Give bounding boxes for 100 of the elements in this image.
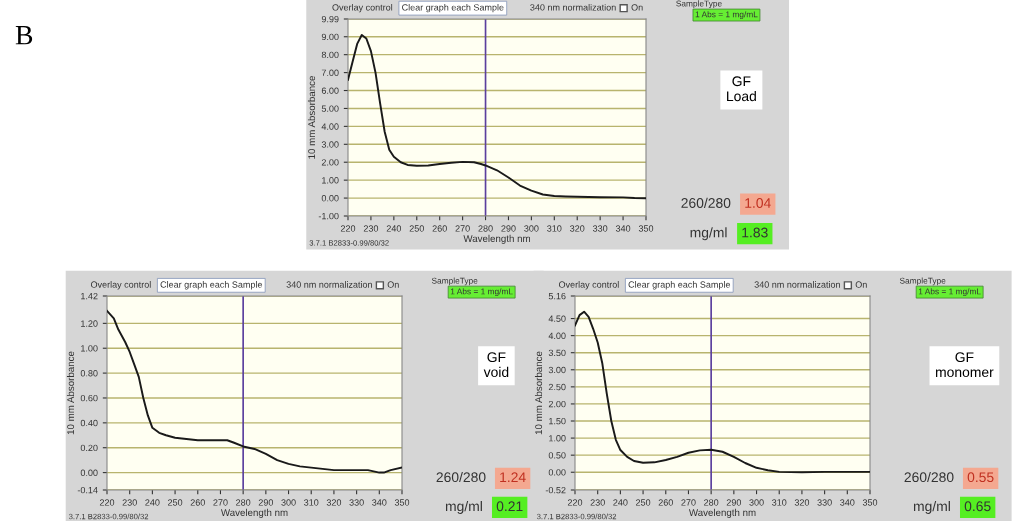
y-tick-label: 8.00 xyxy=(321,51,339,59)
x-tick-label: 240 xyxy=(613,499,628,506)
y-tick-label: 1.00 xyxy=(549,435,566,442)
y-tick-label: 0.50 xyxy=(548,452,566,459)
y-tick-label: 1.42 xyxy=(81,292,98,300)
x-tick-label: 300 xyxy=(281,499,296,506)
x-tick-label: 270 xyxy=(681,499,696,506)
x-tick-label: 260 xyxy=(658,499,673,506)
text: 1.83 xyxy=(742,227,768,238)
x-tick-label: 330 xyxy=(592,225,608,232)
x-tick-label: 220 xyxy=(99,499,115,506)
x-tick-label: 290 xyxy=(258,499,274,506)
text: 1 Abs = 1 mg/mL xyxy=(695,11,758,19)
line-series xyxy=(575,310,870,474)
x-tick-label: 320 xyxy=(794,499,810,506)
text: 340 nm normalization xyxy=(530,3,616,11)
x-tick-label: 230 xyxy=(122,499,137,506)
y-tick-label: 2.00 xyxy=(548,400,566,408)
text: 1 Abs = 1 mg/mL xyxy=(918,288,981,296)
y-tick-label: 2.50 xyxy=(548,383,566,391)
x-axis-title: Wavelength nm xyxy=(463,234,530,244)
x-tick-label: 240 xyxy=(145,499,160,506)
x-tick-label: 260 xyxy=(190,499,205,506)
x-tick-label: 330 xyxy=(349,499,364,506)
text: 260/280 xyxy=(904,471,954,483)
y-tick-label: 6.00 xyxy=(321,87,339,94)
text: SampleType xyxy=(431,277,478,286)
y-tick-label: 4.00 xyxy=(321,123,339,130)
text: GF void xyxy=(483,352,509,378)
x-tick-label: 330 xyxy=(817,499,832,506)
y-tick-label: 2.00 xyxy=(321,159,339,166)
y-tick-label: 3.00 xyxy=(321,141,339,148)
y-tick-label: 7.00 xyxy=(321,69,339,76)
x-tick-label: 220 xyxy=(340,225,356,232)
text: Clear graph each Sample xyxy=(402,3,504,13)
x-tick-label: 240 xyxy=(386,225,402,232)
text: mg/ml xyxy=(913,500,950,514)
y-axis-title: 10 mm Absorbance xyxy=(307,76,316,159)
x-tick-label: 280 xyxy=(478,225,493,232)
text: mg/ml xyxy=(445,500,482,514)
text: Overlay control xyxy=(90,281,151,290)
y-axis-title: 10 mm Absorbance xyxy=(534,351,543,435)
y-tick-label: 9.00 xyxy=(321,33,339,41)
text: Overlay control xyxy=(558,281,619,290)
y-axis-title: 10 mm Absorbance xyxy=(66,351,75,435)
y-tick-label: 0.60 xyxy=(80,394,98,402)
x-tick-label: 350 xyxy=(394,499,410,506)
y-tick-label: 5.00 xyxy=(321,105,339,112)
x-tick-label: 290 xyxy=(726,499,742,506)
text: Overlay control xyxy=(332,3,393,13)
x-tick-label: 310 xyxy=(547,225,562,232)
x-tick-label: 280 xyxy=(704,499,719,506)
y-tick-label: 5.16 xyxy=(548,292,566,300)
text: 0.21 xyxy=(496,501,523,512)
x-tick-label: 310 xyxy=(304,499,319,506)
text: SampleType xyxy=(676,0,722,9)
text: Clear graph each Sample xyxy=(160,281,263,290)
y-tick-label: 0.00 xyxy=(321,195,339,202)
text: 1.24 xyxy=(500,472,526,482)
x-tick-label: 270 xyxy=(213,499,228,506)
x-tick-label: 250 xyxy=(168,499,183,506)
y-tick-label: 0.20 xyxy=(80,444,98,452)
text: 340 nm normalization xyxy=(286,281,372,288)
x-tick-label: 350 xyxy=(638,225,654,232)
x-tick-label: 270 xyxy=(455,225,470,232)
text: mg/ml xyxy=(690,227,727,241)
x-tick-label: 260 xyxy=(432,225,447,232)
text: B xyxy=(15,26,33,45)
text: 0.55 xyxy=(967,472,994,483)
x-tick-label: 250 xyxy=(409,225,424,232)
y-tick-label: 0.00 xyxy=(548,469,566,476)
y-tick-label: 9.99 xyxy=(321,15,339,23)
y-tick-label: 3.50 xyxy=(548,349,566,357)
text: 260/280 xyxy=(681,197,731,208)
y-tick-label: 3.00 xyxy=(548,366,566,374)
x-tick-label: 230 xyxy=(363,225,379,232)
x-tick-label: 340 xyxy=(615,225,631,232)
x-tick-label: 300 xyxy=(749,499,764,506)
x-tick-label: 220 xyxy=(567,499,583,506)
x-tick-label: 310 xyxy=(772,499,787,506)
y-tick-label: 1.20 xyxy=(81,320,98,327)
text: On xyxy=(387,281,399,288)
x-tick-label: 350 xyxy=(862,499,878,506)
y-tick-label: 1.00 xyxy=(322,177,339,184)
y-tick-label: -0.14 xyxy=(77,486,98,494)
text: 0.65 xyxy=(964,501,991,512)
text: GF monomer xyxy=(935,352,994,378)
y-tick-label: 0.00 xyxy=(80,469,98,476)
x-axis-title: Wavelength nm xyxy=(220,508,288,518)
y-tick-label: 4.50 xyxy=(548,315,566,322)
text: SampleType xyxy=(899,277,946,286)
text: 340 nm normalization xyxy=(754,281,840,288)
x-tick-label: 280 xyxy=(236,499,251,506)
text: 260/280 xyxy=(436,471,486,483)
x-tick-label: 230 xyxy=(590,499,605,506)
text: 1.04 xyxy=(745,198,771,208)
line-series xyxy=(348,33,646,200)
y-tick-label: 0.80 xyxy=(80,370,98,377)
x-axis-title: Wavelength nm xyxy=(688,508,756,518)
x-tick-label: 300 xyxy=(524,225,539,232)
